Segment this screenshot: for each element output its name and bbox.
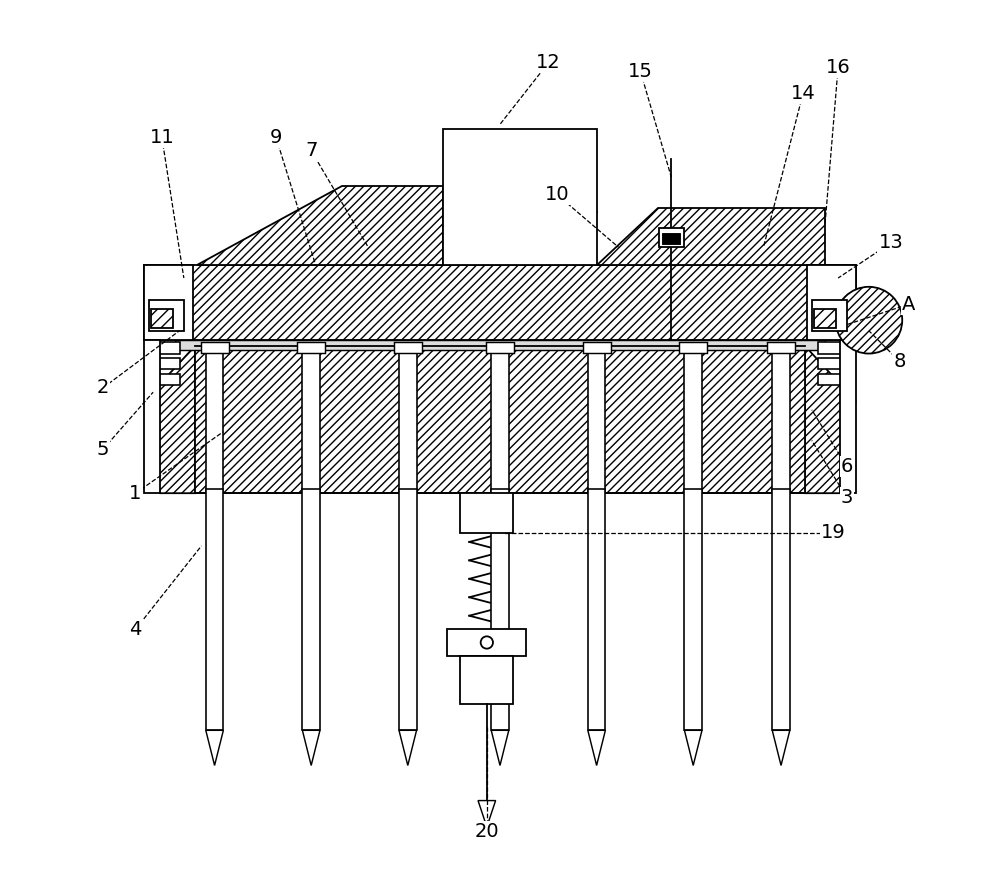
Text: 12: 12 bbox=[536, 54, 561, 72]
Bar bbox=[144, 265, 856, 339]
Polygon shape bbox=[144, 345, 195, 493]
Bar bbox=[840, 339, 856, 493]
Bar bbox=[399, 344, 417, 493]
Polygon shape bbox=[772, 730, 790, 766]
Bar bbox=[201, 342, 229, 352]
Polygon shape bbox=[597, 208, 825, 265]
Text: 10: 10 bbox=[545, 185, 569, 204]
Text: 6: 6 bbox=[841, 457, 853, 477]
Bar bbox=[486, 342, 514, 352]
Text: 8: 8 bbox=[893, 352, 906, 371]
Text: 15: 15 bbox=[628, 63, 653, 81]
Bar bbox=[767, 342, 795, 352]
Bar bbox=[399, 489, 417, 730]
Bar bbox=[195, 344, 805, 493]
Text: 1: 1 bbox=[129, 484, 142, 503]
Bar bbox=[679, 342, 707, 352]
Bar bbox=[297, 342, 325, 352]
Bar bbox=[583, 342, 611, 352]
Polygon shape bbox=[302, 730, 320, 766]
Bar bbox=[151, 308, 173, 328]
Bar bbox=[460, 655, 513, 704]
Bar bbox=[302, 489, 320, 730]
Bar bbox=[807, 265, 856, 339]
Bar bbox=[206, 489, 223, 730]
Bar bbox=[147, 374, 180, 385]
Bar bbox=[772, 344, 790, 493]
Polygon shape bbox=[684, 730, 702, 766]
Text: A: A bbox=[902, 295, 915, 314]
Text: 14: 14 bbox=[791, 84, 815, 103]
Bar bbox=[818, 342, 851, 353]
Polygon shape bbox=[588, 730, 605, 766]
Text: 19: 19 bbox=[821, 523, 846, 542]
Bar bbox=[175, 339, 825, 350]
Circle shape bbox=[481, 636, 493, 648]
Polygon shape bbox=[399, 730, 417, 766]
Bar bbox=[394, 342, 422, 352]
Bar bbox=[149, 300, 184, 330]
Bar bbox=[443, 129, 597, 265]
Bar bbox=[147, 358, 180, 369]
Bar bbox=[491, 489, 509, 730]
Bar bbox=[659, 228, 684, 248]
Text: 9: 9 bbox=[270, 128, 282, 147]
Text: 2: 2 bbox=[97, 378, 109, 397]
Bar bbox=[302, 344, 320, 493]
Text: 5: 5 bbox=[97, 440, 109, 459]
Polygon shape bbox=[491, 730, 509, 766]
Polygon shape bbox=[206, 730, 223, 766]
Polygon shape bbox=[197, 186, 443, 265]
Text: 7: 7 bbox=[305, 141, 317, 160]
Bar bbox=[812, 300, 847, 330]
Bar bbox=[818, 374, 851, 385]
Bar bbox=[144, 339, 160, 493]
Text: 20: 20 bbox=[475, 822, 499, 840]
Bar bbox=[491, 344, 509, 493]
Text: 11: 11 bbox=[150, 128, 174, 147]
Bar bbox=[588, 489, 605, 730]
Bar bbox=[147, 342, 180, 353]
Bar bbox=[818, 358, 851, 369]
Bar bbox=[684, 344, 702, 493]
Bar bbox=[772, 489, 790, 730]
Bar bbox=[460, 493, 513, 533]
Bar bbox=[588, 344, 605, 493]
Polygon shape bbox=[805, 345, 856, 493]
Bar bbox=[206, 344, 223, 493]
Text: 16: 16 bbox=[826, 58, 850, 77]
Bar bbox=[662, 233, 680, 244]
Bar bbox=[684, 489, 702, 730]
Text: 4: 4 bbox=[129, 620, 142, 639]
Polygon shape bbox=[478, 801, 496, 827]
Text: 3: 3 bbox=[841, 488, 853, 507]
Bar bbox=[814, 308, 836, 328]
Text: 13: 13 bbox=[878, 233, 903, 252]
Circle shape bbox=[835, 287, 902, 353]
Bar bbox=[447, 629, 526, 655]
Bar bbox=[144, 265, 193, 339]
